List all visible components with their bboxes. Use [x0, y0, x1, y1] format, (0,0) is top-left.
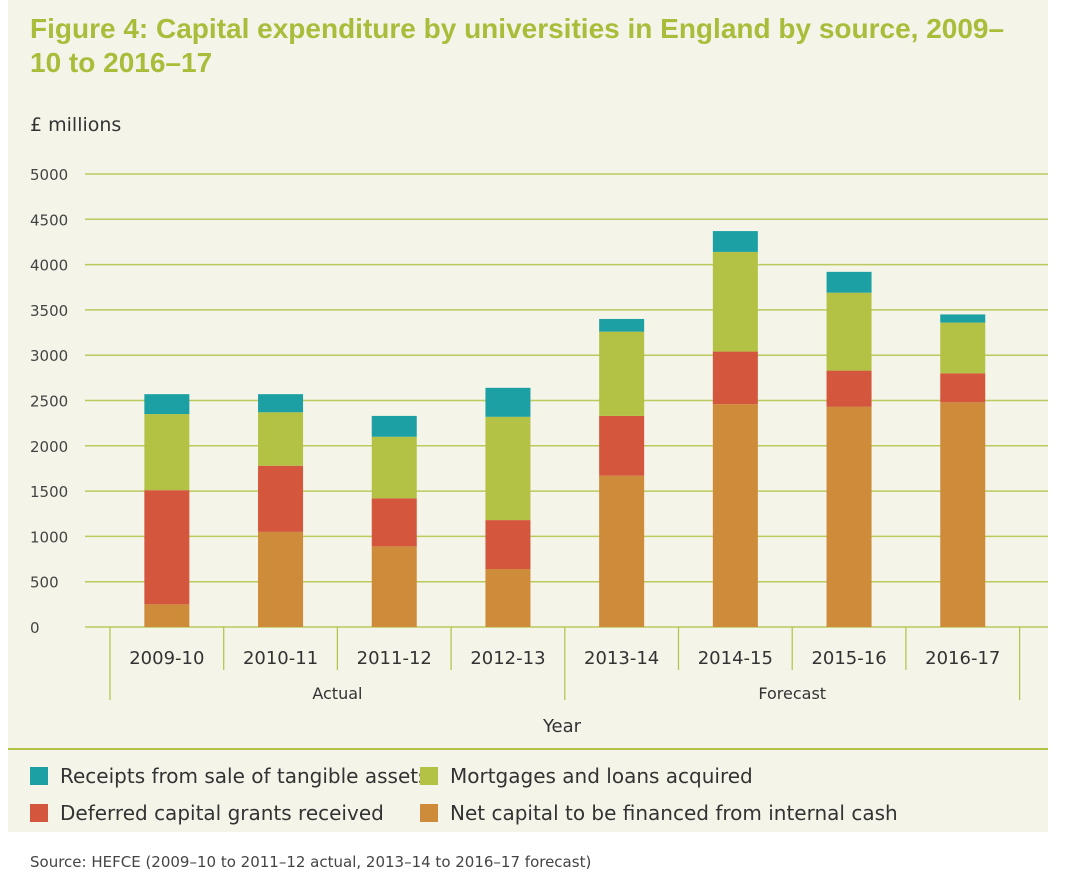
bar-segment: [940, 402, 986, 627]
legend-swatch: [420, 767, 438, 785]
y-tick-label: 2500: [30, 393, 68, 411]
bar-segment: [485, 387, 531, 417]
y-tick-label: 4000: [30, 257, 68, 275]
legend-label: Receipts from sale of tangible assets: [60, 764, 429, 788]
bar-segment: [485, 569, 531, 627]
legend-swatch: [420, 804, 438, 822]
legend-label: Mortgages and loans acquired: [450, 764, 753, 788]
bar-segment: [371, 436, 417, 499]
bar-segment: [144, 414, 190, 491]
bar-segment: [712, 251, 758, 352]
bar-segment: [826, 271, 872, 293]
x-tick-label: 2015-16: [811, 648, 886, 669]
bar-segment: [599, 331, 645, 416]
source-note: Source: HEFCE (2009–10 to 2011–12 actual…: [30, 853, 592, 871]
bar-chart: 0 500 1000 1500 2000 2500 3000 3500 4000 4500 5000…: [30, 166, 1048, 737]
bar-segment: [258, 394, 304, 413]
bar-segment: [485, 416, 531, 521]
bar-segment: [485, 520, 531, 570]
bar-segment: [258, 465, 304, 532]
x-tick-label: 2009-10: [129, 648, 204, 669]
y-axis-label: £ millions: [30, 114, 122, 136]
bar-segment: [144, 604, 190, 627]
bar-segment: [599, 415, 645, 476]
y-tick-label: 4500: [30, 211, 68, 229]
bar-segment: [940, 373, 986, 403]
legend-swatch: [30, 767, 48, 785]
bar-segment: [599, 318, 645, 332]
bar-segment: [371, 415, 417, 437]
legend-item: Receipts from sale of tangible assets: [30, 764, 429, 788]
bar-segment: [826, 292, 872, 371]
bar-segment: [940, 314, 986, 323]
x-tick-label: 2012-13: [470, 648, 545, 669]
bar-segment: [826, 406, 872, 627]
bar-segment: [940, 322, 986, 374]
bar-segment: [712, 404, 758, 627]
y-tick-label: 5000: [30, 166, 68, 184]
y-tick-label: 500: [30, 574, 59, 592]
x-tick-label: 2013-14: [584, 648, 659, 669]
bar-segment: [371, 546, 417, 627]
legend-item: Deferred capital grants received: [30, 801, 384, 825]
legend-label: Deferred capital grants received: [60, 801, 384, 825]
legend-item: Net capital to be financed from internal…: [420, 801, 898, 825]
x-tick-label: 2014-15: [698, 648, 773, 669]
bar-segment: [144, 490, 190, 605]
y-tick-label: 3000: [30, 347, 68, 365]
legend-item: Mortgages and loans acquired: [420, 764, 753, 788]
group-label: Actual: [312, 684, 362, 703]
chart-title: Figure 4: Capital expenditure by univers…: [30, 13, 1005, 78]
y-tick-label: 0: [30, 619, 40, 637]
bar-segment: [258, 412, 304, 466]
legend-label: Net capital to be financed from internal…: [450, 801, 898, 825]
y-tick-label: 1000: [30, 528, 68, 546]
x-tick-label: 2011-12: [357, 648, 432, 669]
legend-swatch: [30, 804, 48, 822]
bar-segment: [258, 531, 304, 627]
y-tick-label: 3500: [30, 302, 68, 320]
bar-segment: [144, 394, 190, 415]
bar-segment: [371, 498, 417, 547]
group-label: Forecast: [758, 684, 826, 703]
bar-segment: [712, 351, 758, 405]
x-axis-title: Year: [542, 716, 582, 737]
bar-segment: [599, 475, 645, 627]
x-tick-label: 2010-11: [243, 648, 318, 669]
bar-segment: [826, 370, 872, 407]
y-tick-label: 2000: [30, 438, 68, 456]
legend: Receipts from sale of tangible assets Mor…: [8, 748, 1048, 834]
y-tick-label: 1500: [30, 483, 68, 501]
x-tick-label: 2016-17: [925, 648, 1000, 669]
bar-segment: [712, 231, 758, 252]
